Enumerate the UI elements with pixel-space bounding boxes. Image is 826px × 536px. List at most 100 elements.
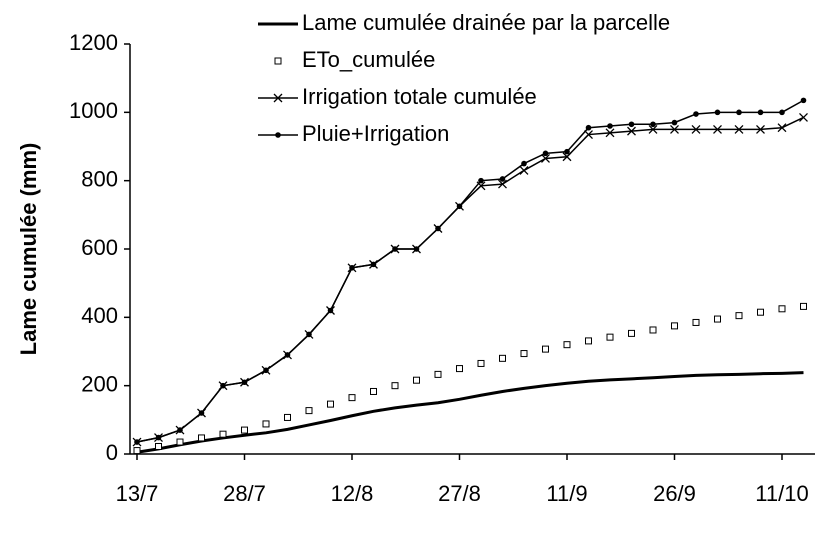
data-point <box>435 225 441 232</box>
data-point <box>499 354 506 362</box>
data-point <box>607 123 613 129</box>
data-point <box>713 124 722 134</box>
data-point <box>757 308 764 316</box>
x-tick-label: 26/9 <box>653 481 696 506</box>
data-point <box>306 331 312 338</box>
data-point <box>585 124 592 131</box>
data-point <box>585 337 592 345</box>
data-point <box>327 400 334 408</box>
data-point <box>498 179 507 189</box>
data-point <box>714 315 721 323</box>
data-point <box>542 150 549 157</box>
data-point <box>262 420 270 428</box>
data-point <box>519 165 529 175</box>
data-point <box>370 387 377 395</box>
data-point <box>799 112 808 122</box>
data-point <box>370 261 377 268</box>
data-point <box>800 302 807 310</box>
data-point <box>777 123 787 133</box>
legend-marker <box>273 93 283 103</box>
x-tick-label: 27/8 <box>438 481 481 506</box>
data-point <box>392 246 398 252</box>
data-point <box>670 124 679 134</box>
data-point <box>198 434 205 442</box>
data-point <box>584 130 593 140</box>
data-point <box>649 326 657 334</box>
data-point <box>284 352 291 358</box>
data-point <box>520 350 528 358</box>
data-point <box>736 109 742 116</box>
data-point <box>734 124 744 134</box>
data-point <box>134 439 140 445</box>
data-point <box>263 367 269 374</box>
y-tick-label: 400 <box>81 303 118 328</box>
data-point <box>241 426 248 434</box>
series-line <box>136 371 804 454</box>
data-point <box>198 410 205 416</box>
y-tick-label: 200 <box>81 371 118 396</box>
legend-marker <box>275 132 281 138</box>
data-point <box>241 379 248 386</box>
legend-marker <box>274 57 282 65</box>
data-point <box>477 359 485 367</box>
data-point <box>155 434 162 441</box>
data-point <box>413 246 420 252</box>
data-point <box>478 177 484 184</box>
data-point <box>413 376 420 384</box>
data-point <box>650 121 656 128</box>
data-point <box>133 447 141 455</box>
data-point <box>391 382 399 390</box>
data-point <box>562 152 572 162</box>
legend-label: Lame cumulée drainée par la parcelle <box>302 10 670 35</box>
data-point <box>305 407 313 415</box>
data-point <box>563 341 571 349</box>
x-tick-label: 13/7 <box>116 481 159 506</box>
legend-label: ETo_cumulée <box>302 47 435 72</box>
y-axis-label: Lame cumulée (mm) <box>16 143 41 356</box>
legend-label: Pluie+Irrigation <box>302 121 449 146</box>
data-point <box>541 153 550 163</box>
data-point <box>605 128 615 138</box>
data-point <box>176 438 184 446</box>
data-point <box>499 176 506 182</box>
data-point <box>348 394 356 402</box>
x-tick-label: 11/9 <box>546 481 587 506</box>
data-point <box>691 124 701 134</box>
data-point <box>692 318 700 326</box>
data-point <box>606 333 614 341</box>
data-point <box>693 111 699 117</box>
data-point <box>327 307 334 314</box>
data-point <box>155 442 162 450</box>
data-point <box>456 365 463 373</box>
data-point <box>756 124 765 134</box>
x-tick-label: 28/7 <box>223 481 266 506</box>
data-point <box>284 413 291 421</box>
y-tick-label: 0 <box>106 440 118 465</box>
x-tick-label: 11/10 <box>755 481 808 506</box>
x-tick-label: 12/8 <box>331 481 374 506</box>
data-point <box>219 430 227 438</box>
data-point <box>714 109 721 116</box>
data-point <box>735 312 743 320</box>
data-point <box>671 322 678 330</box>
data-point <box>800 97 807 104</box>
data-point <box>521 160 527 167</box>
data-point <box>456 203 463 210</box>
data-point <box>220 382 226 389</box>
data-point <box>648 124 658 134</box>
data-point <box>434 370 442 378</box>
data-point <box>564 148 570 155</box>
data-point <box>542 345 549 353</box>
legend-label: Irrigation totale cumulée <box>302 84 537 109</box>
data-point <box>628 329 635 337</box>
y-tick-label: 800 <box>81 166 118 191</box>
data-point <box>671 119 678 126</box>
series-line <box>136 99 804 443</box>
data-point <box>627 126 636 136</box>
y-tick-label: 600 <box>81 235 118 260</box>
data-point <box>628 121 635 128</box>
data-point <box>757 109 764 116</box>
y-tick-label: 1000 <box>69 98 118 123</box>
series-line <box>136 116 804 443</box>
